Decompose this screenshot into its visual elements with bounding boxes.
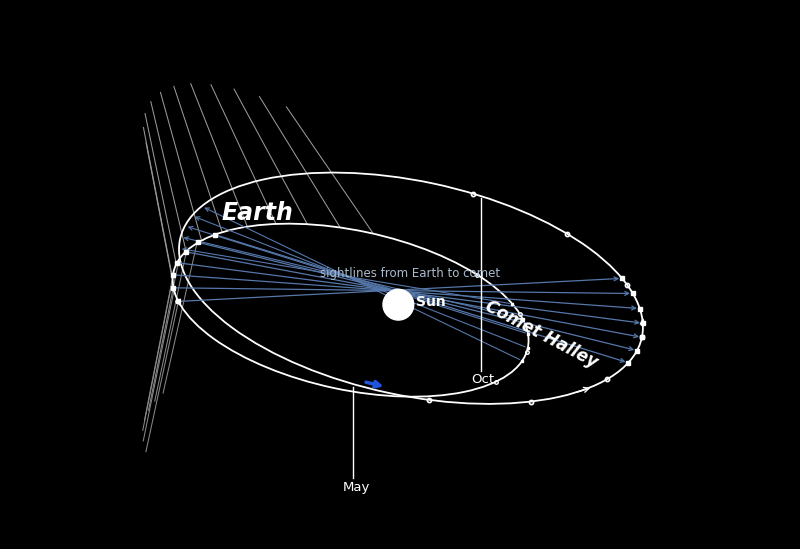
Text: Comet Halley: Comet Halley	[482, 298, 601, 372]
Text: May: May	[342, 481, 370, 494]
Text: sightlines from Earth to comet: sightlines from Earth to comet	[320, 267, 501, 280]
Text: Oct: Oct	[471, 373, 494, 385]
Text: Earth: Earth	[222, 200, 294, 225]
Circle shape	[383, 289, 414, 320]
Text: Sun: Sun	[417, 295, 446, 309]
